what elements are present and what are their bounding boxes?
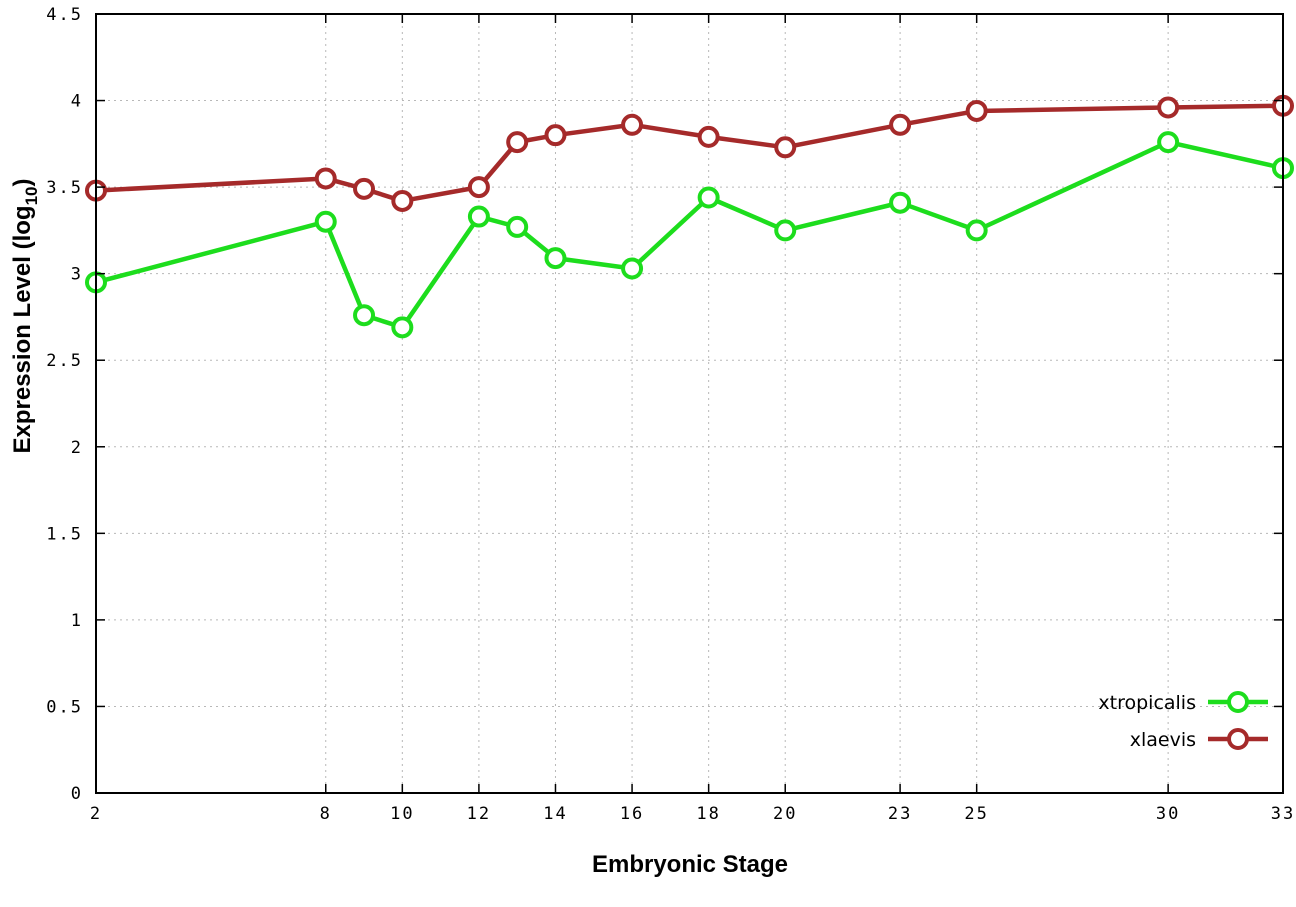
x-tick-label: 8 <box>320 804 332 824</box>
data-point-xlaevis <box>467 176 490 199</box>
x-tick-label: 12 <box>467 804 491 824</box>
y-tick-label: 3 <box>71 265 83 285</box>
data-point-xtropicalis <box>314 210 337 233</box>
data-point-xtropicalis <box>697 186 720 209</box>
y-tick-label: 4 <box>71 92 83 112</box>
x-tick-label: 18 <box>696 804 720 824</box>
y-axis-title-sub: 10 <box>22 187 41 206</box>
plot-border <box>95 13 1284 794</box>
data-point-xlaevis <box>965 99 988 122</box>
series-line-xtropicalis <box>93 139 1286 330</box>
data-point-xtropicalis <box>353 304 376 327</box>
x-tick-label: 33 <box>1271 804 1295 824</box>
data-point-xlaevis <box>774 136 797 159</box>
data-point-xtropicalis <box>391 316 414 339</box>
y-tick-label: 3.5 <box>46 178 83 198</box>
y-tick-label: 1.5 <box>46 524 83 544</box>
data-point-xlaevis <box>1157 96 1180 119</box>
data-point-xlaevis <box>353 177 376 200</box>
x-tick-label: 23 <box>888 804 912 824</box>
x-tick-label: 14 <box>543 804 567 824</box>
gridlines <box>95 13 1284 794</box>
data-point-xtropicalis <box>467 205 490 228</box>
legend: xtropicalis xlaevis <box>1098 691 1268 751</box>
data-point-xlaevis <box>314 167 337 190</box>
y-axis-title-close: ) <box>9 179 36 187</box>
y-tick-label: 2 <box>71 438 83 458</box>
data-point-xlaevis <box>621 113 644 136</box>
data-point-xtropicalis <box>544 247 567 270</box>
x-tick-label: 2 <box>90 804 102 824</box>
y-axis-title-main: Expression Level (log <box>9 205 36 453</box>
x-tick-label: 20 <box>773 804 797 824</box>
data-point-xtropicalis <box>889 191 912 214</box>
x-tick-label: 30 <box>1156 804 1180 824</box>
y-tick-label: 0.5 <box>46 697 83 717</box>
series-group <box>85 94 1294 339</box>
y-tick-label: 0 <box>71 784 83 804</box>
y-tick-label: 1 <box>71 611 83 631</box>
data-point-xlaevis <box>697 125 720 148</box>
axes-frame <box>95 13 1284 794</box>
legend-marker-sample <box>1227 728 1249 750</box>
legend-label-xtropicalis: xtropicalis <box>1098 692 1196 714</box>
data-point-xlaevis <box>889 113 912 136</box>
legend-label-xlaevis: xlaevis <box>1130 729 1196 751</box>
data-point-xtropicalis <box>621 257 644 280</box>
data-point-xtropicalis <box>965 219 988 242</box>
data-point-xlaevis <box>544 124 567 147</box>
legend-marker-sample <box>1227 691 1249 713</box>
data-point-xtropicalis <box>774 219 797 242</box>
x-tick-label: 16 <box>620 804 644 824</box>
x-tick-label: 25 <box>964 804 988 824</box>
tick-labels: 2 8 10 12 14 16 18 20 23 25 30 33 0 0.5 1 1.5 2 2.5 3 3.5 4 4… <box>46 5 1295 824</box>
y-axis-title: Expression Level (log10) <box>9 179 41 454</box>
y-tick-label: 2.5 <box>46 351 83 371</box>
data-point-xtropicalis <box>1157 131 1180 154</box>
data-point-xtropicalis <box>506 215 529 238</box>
y-tick-label: 4.5 <box>46 5 83 25</box>
x-axis-title: Embryonic Stage <box>592 851 788 878</box>
data-point-xlaevis <box>506 131 529 154</box>
data-point-xlaevis <box>391 189 414 212</box>
x-tick-label: 10 <box>390 804 414 824</box>
